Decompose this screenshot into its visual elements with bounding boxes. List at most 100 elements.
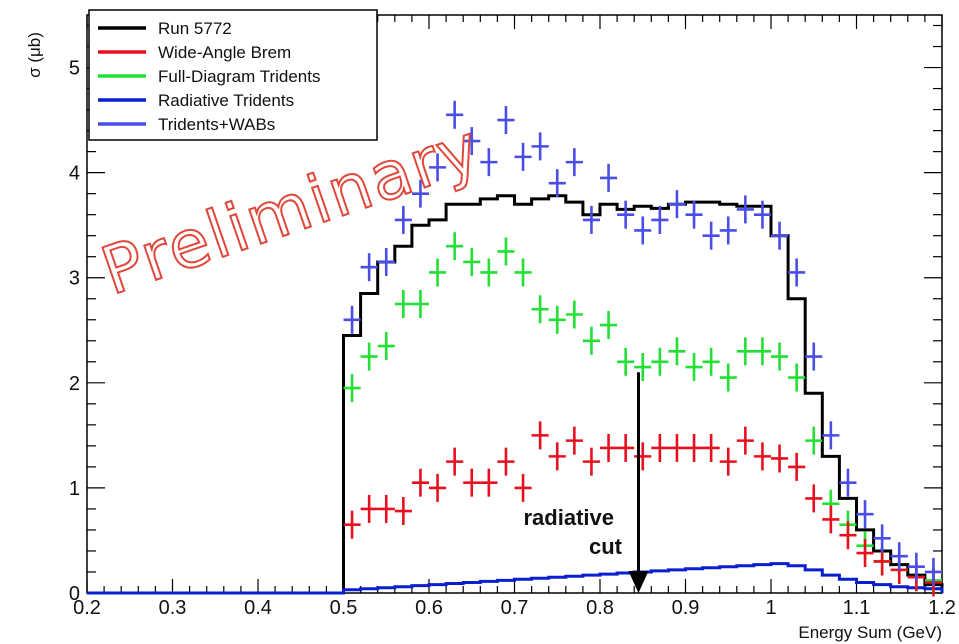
data-point	[360, 494, 378, 523]
data-point	[514, 473, 532, 502]
data-point	[411, 290, 429, 318]
x-tick-label: 0.8	[586, 597, 614, 619]
data-point	[788, 452, 806, 481]
data-point	[736, 426, 754, 455]
data-point	[634, 442, 652, 471]
data-point	[411, 468, 429, 497]
data-point	[343, 305, 361, 334]
data-point	[497, 237, 515, 266]
data-point	[565, 426, 583, 455]
data-point	[411, 179, 429, 208]
y-tick-label: 5	[69, 58, 80, 80]
data-point	[531, 421, 549, 450]
x-tick-label: 0.9	[672, 597, 700, 619]
data-point	[429, 153, 447, 182]
data-point	[377, 494, 395, 523]
legend-label: Radiative Tridents	[158, 91, 294, 110]
data-point	[685, 200, 703, 229]
data-point	[702, 347, 720, 376]
data-point	[548, 169, 566, 198]
legend: Run 5772 Wide-Angle Brem Full-Diagram Trid…	[88, 9, 378, 141]
data-point	[702, 221, 720, 250]
data-point	[497, 447, 515, 476]
data-point	[617, 200, 635, 229]
histogram-radiative-tridents	[87, 562, 944, 595]
data-point	[480, 468, 498, 497]
data-point	[805, 342, 823, 371]
data-point	[839, 468, 857, 497]
data-point	[394, 290, 412, 318]
x-tick-label: 0.3	[159, 597, 187, 619]
data-point	[377, 332, 395, 361]
data-point	[548, 442, 566, 471]
annotation-arrow-head	[628, 571, 649, 593]
data-point	[377, 247, 395, 276]
x-tick-label: 1	[765, 597, 776, 619]
data-point	[788, 258, 806, 287]
data-point	[685, 433, 703, 462]
data-point	[531, 295, 549, 324]
data-point	[771, 444, 789, 473]
data-point	[668, 337, 686, 366]
data-point	[497, 106, 515, 135]
data-point	[634, 353, 652, 382]
data-point	[907, 552, 925, 581]
y-tick-label: 4	[69, 163, 80, 185]
annotation-text-radiative: radiative	[524, 505, 615, 530]
data-point	[719, 447, 737, 476]
data-point	[805, 426, 823, 455]
data-point	[651, 433, 669, 462]
data-point	[600, 311, 618, 340]
x-tick-label: 0.2	[73, 597, 101, 619]
data-point	[480, 148, 498, 177]
legend-label: Full-Diagram Tridents	[158, 67, 321, 86]
data-point	[753, 200, 771, 229]
x-tick-label: 0.6	[415, 597, 443, 619]
data-point	[771, 221, 789, 250]
data-point	[429, 473, 447, 502]
data-point	[771, 342, 789, 371]
data-point	[753, 442, 771, 471]
data-point	[736, 337, 754, 366]
data-point	[822, 421, 840, 450]
x-axis-title: Energy Sum (GeV)	[798, 623, 942, 642]
data-point	[394, 205, 412, 234]
x-tick-label: 1.2	[928, 597, 956, 619]
data-point	[753, 337, 771, 366]
data-point	[719, 216, 737, 245]
data-point	[360, 253, 378, 282]
data-point	[788, 363, 806, 392]
data-point	[446, 232, 464, 261]
data-point	[429, 258, 447, 287]
data-point	[446, 447, 464, 476]
data-point	[668, 433, 686, 462]
x-tick-label: 0.4	[244, 597, 272, 619]
y-tick-label: 1	[69, 478, 80, 500]
data-point	[617, 347, 635, 376]
annotation-text-cut: cut	[589, 534, 623, 559]
data-point	[582, 205, 600, 234]
data-point	[600, 433, 618, 462]
data-point	[719, 363, 737, 392]
data-point	[651, 347, 669, 376]
data-point	[685, 353, 703, 382]
data-point	[805, 484, 823, 513]
data-point	[634, 216, 652, 245]
legend-label: Wide-Angle Brem	[158, 43, 291, 62]
data-point	[548, 305, 566, 334]
data-point	[856, 500, 874, 529]
data-point	[890, 542, 908, 571]
data-point	[343, 510, 361, 539]
data-point	[924, 557, 942, 586]
data-point	[582, 326, 600, 355]
data-point	[668, 190, 686, 219]
data-point	[617, 433, 635, 462]
data-point	[582, 447, 600, 476]
data-point	[446, 100, 464, 129]
y-tick-label: 2	[69, 373, 80, 395]
data-point	[565, 148, 583, 177]
data-point	[531, 132, 549, 161]
y-axis-title: σ (μb)	[25, 32, 44, 78]
data-point	[360, 342, 378, 371]
